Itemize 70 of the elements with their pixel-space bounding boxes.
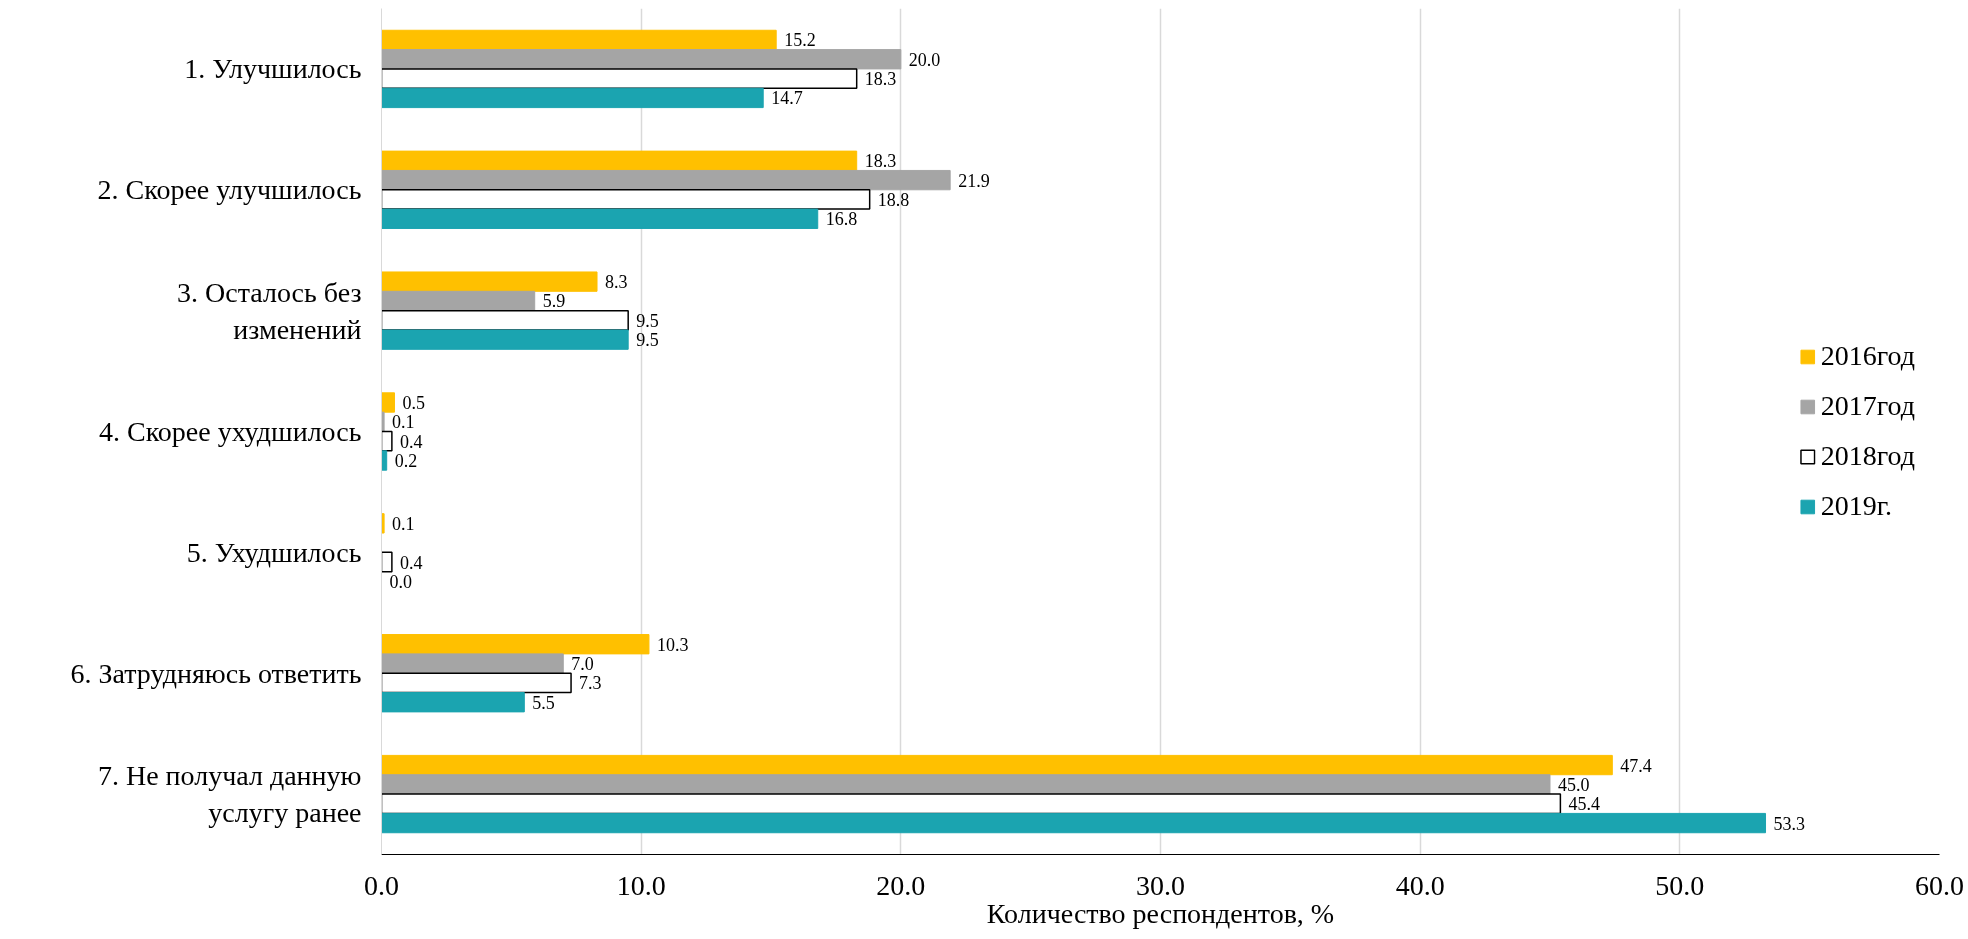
bar (381, 49, 902, 70)
bar (381, 392, 395, 413)
bar (381, 754, 1613, 776)
data-label: 15.2 (784, 30, 816, 51)
bar (381, 68, 858, 90)
legend-label: 2016год (1820, 340, 1915, 372)
y-tick-label: 1. Улучшилось (184, 53, 362, 85)
data-label: 53.3 (1773, 813, 1806, 834)
bar (381, 450, 388, 471)
data-label: 45.0 (1558, 774, 1590, 795)
bar (381, 271, 598, 292)
x-tick-label: 60.0 (1915, 869, 1964, 901)
y-tick-label: 5. Ухудшилось (186, 536, 362, 568)
data-label: 9.5 (636, 310, 659, 331)
bar (381, 150, 858, 171)
x-tick-label: 50.0 (1655, 869, 1705, 901)
data-label: 9.5 (636, 330, 659, 351)
data-label: 20.0 (908, 49, 941, 70)
data-label: 7.0 (571, 654, 594, 675)
data-label: 7.3 (579, 673, 602, 694)
bar (381, 653, 564, 674)
data-label: 10.3 (656, 634, 689, 655)
y-tick-label: 6. Затрудняюсь ответить (70, 657, 362, 689)
bar (381, 430, 393, 452)
data-label: 5.9 (542, 291, 566, 312)
bar (381, 634, 650, 655)
bar (381, 774, 1551, 795)
y-tick-label: 2. Скорее улучшилось (97, 174, 362, 206)
bar (381, 793, 1562, 815)
bar (381, 87, 764, 109)
legend-label: 2017год (1820, 390, 1915, 422)
bar (381, 169, 951, 191)
data-label: 18.3 (864, 69, 897, 90)
bar (381, 309, 629, 331)
data-label: 45.4 (1568, 794, 1600, 815)
data-label: 47.4 (1620, 755, 1652, 776)
data-label: 21.9 (958, 170, 990, 191)
y-tick-label: 4. Скорее ухудшилось (98, 416, 362, 447)
x-tick-label: 40.0 (1395, 869, 1445, 901)
data-label: 5.5 (532, 692, 555, 713)
x-tick-label: 10.0 (616, 869, 666, 901)
bar (381, 189, 871, 210)
data-label: 16.8 (825, 209, 858, 230)
data-label: 0.4 (399, 431, 423, 452)
data-label: 0.1 (392, 513, 415, 534)
data-label: 14.7 (771, 88, 803, 109)
legend-label: 2018год (1820, 440, 1915, 472)
data-label: 18.8 (877, 189, 910, 210)
y-tick-label: 7. Не получал данную услугу ранее (97, 759, 362, 829)
data-label: 0.1 (392, 412, 415, 433)
bar (381, 551, 393, 573)
data-label: 0.4 (399, 552, 423, 573)
data-label: 0.2 (394, 451, 418, 472)
bar (381, 208, 819, 229)
bar (381, 513, 385, 534)
bar (381, 411, 385, 432)
x-tick-label: 20.0 (876, 869, 926, 901)
x-tick-label: 0.0 (364, 869, 399, 901)
bar (381, 29, 777, 51)
data-label: 8.3 (605, 272, 628, 293)
data-label: 0.5 (402, 392, 425, 413)
bar (381, 672, 572, 694)
y-tick-label: 3. Осталось без изменений (177, 276, 362, 345)
data-label: 18.3 (864, 151, 897, 172)
bar (381, 290, 536, 312)
legend-label: 2019г. (1820, 490, 1893, 522)
data-label: 0.0 (389, 571, 412, 592)
bar (381, 692, 525, 713)
bar (381, 812, 1767, 834)
bar (381, 329, 629, 350)
